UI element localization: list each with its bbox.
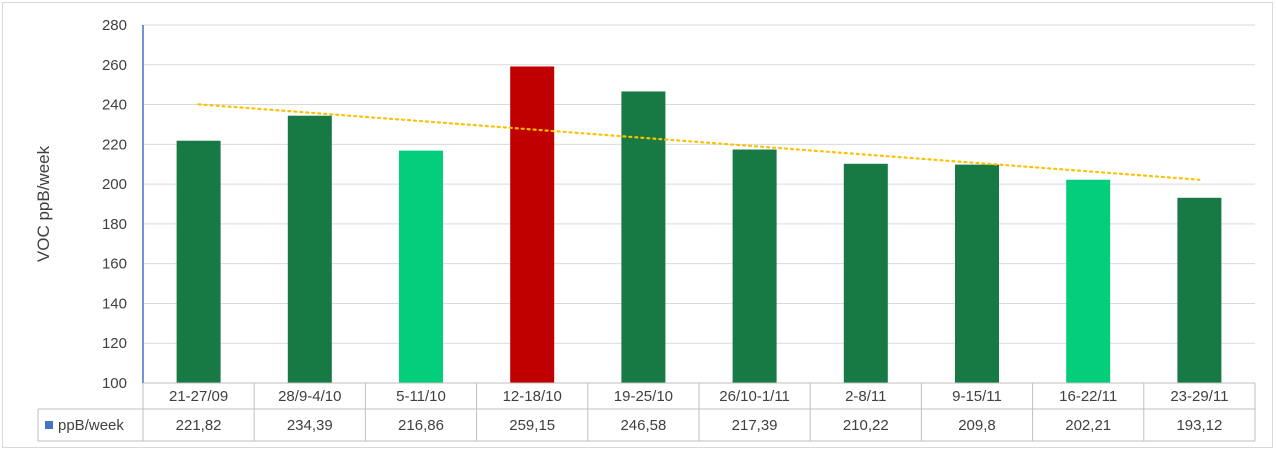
data-table-value: 221,82	[176, 417, 222, 434]
y-tick-label: 200	[102, 176, 127, 193]
x-category-label: 28/9-4/10	[278, 388, 341, 405]
y-tick-label: 220	[102, 136, 127, 153]
x-category-label: 5-11/10	[396, 388, 446, 405]
bar-28/9-4/10	[287, 115, 332, 383]
x-category-label: 26/10-1/11	[719, 388, 790, 405]
bar-26/10-1/11	[732, 149, 777, 383]
legend-series-label: ppB/week	[58, 417, 124, 434]
data-table-value: 259,15	[509, 417, 555, 434]
y-tick-label: 280	[102, 17, 127, 34]
trendline	[197, 103, 1201, 181]
y-tick-label: 140	[102, 295, 127, 312]
bar-12-18/10	[510, 66, 555, 384]
y-tick-label: 260	[102, 57, 127, 74]
data-table-value: 210,22	[843, 417, 889, 434]
x-category-label: 9-15/11	[952, 388, 1002, 405]
y-tick-label: 100	[102, 375, 127, 392]
legend-swatch	[45, 421, 53, 429]
x-category-label: 2-8/11	[845, 388, 886, 405]
data-table-value: 234,39	[287, 417, 333, 434]
y-tick-label: 120	[102, 335, 127, 352]
x-category-label: 23-29/11	[1170, 388, 1228, 405]
data-table-value: 202,21	[1065, 417, 1111, 434]
y-tick-label: 180	[102, 216, 127, 233]
bar-2-8/11	[843, 163, 888, 383]
y-tick-label: 160	[102, 256, 127, 273]
bar-21-27/09	[176, 140, 221, 383]
x-category-label: 21-27/09	[169, 388, 228, 405]
data-table-value: 209,8	[958, 417, 996, 434]
y-tick-label: 240	[102, 97, 127, 114]
bar-19-25/10	[621, 91, 666, 384]
bar-9-15/11	[955, 164, 999, 383]
x-category-label: 16-22/11	[1059, 388, 1117, 405]
bar-5-11/10	[399, 150, 443, 383]
data-table-value: 217,39	[732, 417, 778, 434]
x-category-label: 12-18/10	[503, 388, 562, 405]
bar-23-29/11	[1177, 197, 1222, 383]
data-table-value: 246,58	[620, 417, 666, 434]
bar-16-22/11	[1066, 179, 1111, 383]
data-table-value: 193,12	[1176, 417, 1222, 434]
data-table-value: 216,86	[398, 417, 444, 434]
x-category-label: 19-25/10	[614, 388, 673, 405]
y-axis-title: VOC ppB/week	[34, 145, 53, 262]
